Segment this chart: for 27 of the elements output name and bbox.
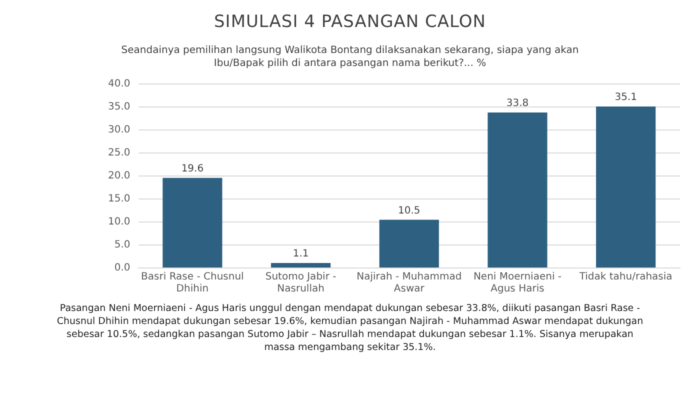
x-tick-label: Tidak tahu/rahasia xyxy=(578,272,672,283)
x-tick-label: Basri Rase - Chusnul Dhihin xyxy=(141,272,244,295)
chart-title: SIMULASI 4 PASANGAN CALON xyxy=(213,12,487,32)
bar xyxy=(162,178,222,268)
y-tick-label: 40.0 xyxy=(108,78,130,90)
bar xyxy=(270,262,331,268)
x-tick-label: Najirah - Muhammad Aswar xyxy=(356,272,462,295)
data-label: 35.1 xyxy=(614,92,637,104)
y-tick-label: 10.0 xyxy=(108,216,130,228)
y-tick-label: 25.0 xyxy=(108,148,130,159)
y-tick-label: 20.0 xyxy=(108,170,130,182)
data-label: 1.1 xyxy=(292,248,309,260)
x-tick-label: Neni Moerniaeni - Agus Haris xyxy=(473,272,562,295)
y-tick-label: 15.0 xyxy=(108,194,130,205)
chart-subtitle: Seandainya pemilihan langsung Walikota Bontang dilaksanakan sekarang, siapa yang akan Ibu/Bapak pilih di antara pasangan nama berikut?... % xyxy=(120,44,580,70)
data-label: 10.5 xyxy=(398,205,420,216)
bar xyxy=(379,220,439,268)
y-tick-label: 5.0 xyxy=(114,240,130,251)
y-tick-label: 35.0 xyxy=(108,102,130,113)
text: Pasangan Neni Moerniaeni - Agus Haris unggul dengan mendapat dukungan sebesar 33.8%, diikuti pasangan Basri Rase - Chusnul Dhihin mendapat dukungan sebesar 19.6%, kemudian pasangan Najirah - Muhammad Aswar mendapat dukungan sebesar 10.5%, sedangkan pasangan Sutomo Jabir – Nasrullah mendapat dukungan sebesar 1.1%. Sisanya merupakan massa mengambang sekitar 35.1%. xyxy=(56,302,644,354)
y-tick-label: 0.0 xyxy=(114,262,130,274)
bar xyxy=(488,112,548,268)
data-label: 33.8 xyxy=(506,98,529,110)
bar xyxy=(596,106,656,268)
x-tick-label: Sutomo Jabir - Nasrullah xyxy=(265,272,337,295)
y-tick-label: 30.0 xyxy=(108,124,130,136)
data-label: 19.6 xyxy=(181,163,204,174)
